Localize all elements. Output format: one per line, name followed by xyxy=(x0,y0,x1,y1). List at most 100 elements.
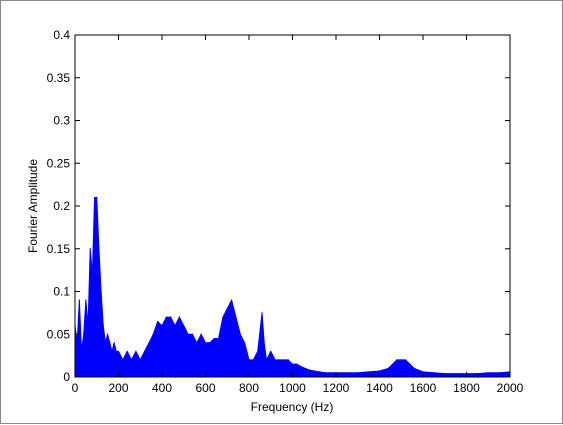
data-point xyxy=(433,372,435,374)
data-point xyxy=(252,359,254,361)
data-point xyxy=(100,290,102,293)
data-point xyxy=(91,273,93,275)
x-axis-label: Frequency (Hz) xyxy=(251,400,334,414)
data-point xyxy=(296,363,298,365)
y-tick-label: 0 xyxy=(63,370,70,384)
y-tick-label: 0.2 xyxy=(53,199,70,213)
data-point xyxy=(278,359,281,361)
data-point xyxy=(183,325,185,327)
data-point xyxy=(135,350,137,352)
data-point xyxy=(357,372,359,374)
data-point xyxy=(130,359,133,361)
data-point xyxy=(217,337,220,340)
data-point xyxy=(115,350,117,352)
x-tick-label: 2000 xyxy=(497,381,524,395)
x-tick-label: 200 xyxy=(108,381,128,395)
data-point xyxy=(235,316,237,318)
data-point xyxy=(300,366,302,368)
data-point xyxy=(200,333,202,335)
y-tick-label: 0.15 xyxy=(47,242,71,256)
plot-area xyxy=(74,34,511,378)
x-tick-label: 0 xyxy=(72,381,79,395)
y-axis-label: Fourier Amplitude xyxy=(26,159,40,253)
data-point xyxy=(178,316,180,318)
data-point xyxy=(487,372,489,374)
data-point xyxy=(80,350,83,352)
data-point xyxy=(283,359,285,361)
data-point xyxy=(222,316,224,318)
data-point xyxy=(368,371,370,373)
x-tick-label: 800 xyxy=(239,381,259,395)
data-point xyxy=(157,320,159,323)
y-tick-label: 0.05 xyxy=(47,327,71,341)
data-point xyxy=(239,333,241,335)
data-point xyxy=(396,359,398,361)
x-tick-label: 1800 xyxy=(453,381,480,395)
data-point xyxy=(96,196,98,199)
data-point xyxy=(231,299,233,301)
data-point xyxy=(274,359,276,361)
y-axis: 0 0.05 0.1 0.15 0.2 0.25 0.3 0.35 0.4 xyxy=(47,28,510,384)
data-point xyxy=(85,299,87,301)
x-tick-label: 1200 xyxy=(323,381,350,395)
data-point xyxy=(83,333,85,335)
data-point xyxy=(409,363,411,365)
data-point xyxy=(165,316,167,318)
data-point xyxy=(257,350,259,352)
data-point xyxy=(139,359,141,361)
data-point xyxy=(270,350,272,352)
data-point xyxy=(87,325,89,327)
data-point xyxy=(174,325,176,327)
data-point xyxy=(213,337,215,340)
data-point xyxy=(109,342,111,344)
data-point xyxy=(248,359,250,361)
x-tick-label: 1000 xyxy=(279,381,306,395)
y-tick-label: 0.4 xyxy=(53,28,70,42)
x-axis: 0 200 400 600 800 1000 1200 1400 1600 1800 2000 xyxy=(72,35,524,395)
data-point xyxy=(400,359,402,361)
data-point xyxy=(498,372,500,374)
data-point xyxy=(93,196,96,199)
data-point xyxy=(304,367,307,370)
data-point xyxy=(261,312,263,314)
data-point xyxy=(313,370,315,372)
spectrum-series xyxy=(74,196,511,378)
x-tick-label: 1600 xyxy=(410,381,437,395)
y-tick-label: 0.35 xyxy=(47,71,71,85)
data-point xyxy=(187,333,189,335)
data-point xyxy=(244,342,246,344)
data-point xyxy=(291,363,294,365)
data-point xyxy=(209,342,211,344)
data-point xyxy=(102,325,104,327)
data-point xyxy=(263,342,265,344)
data-point xyxy=(387,367,389,370)
data-point xyxy=(378,370,381,372)
data-point xyxy=(196,342,198,344)
data-point xyxy=(161,325,163,327)
data-point xyxy=(476,372,478,375)
x-tick-label: 1400 xyxy=(366,381,393,395)
data-point xyxy=(144,350,146,352)
data-point xyxy=(113,342,115,344)
data-point xyxy=(324,372,326,374)
y-tick-label: 0.3 xyxy=(53,114,70,128)
y-tick-label: 0.25 xyxy=(47,156,71,170)
data-point xyxy=(455,372,457,375)
data-point xyxy=(122,359,124,361)
spectrum-line xyxy=(74,196,511,378)
data-point xyxy=(107,333,109,335)
data-point xyxy=(152,333,154,335)
data-point xyxy=(117,350,120,352)
data-point xyxy=(265,359,267,361)
x-tick-label: 400 xyxy=(152,381,172,395)
data-point xyxy=(89,248,91,250)
data-point xyxy=(226,308,228,310)
data-point xyxy=(191,333,194,335)
y-tick-label: 0.1 xyxy=(53,285,70,299)
data-point xyxy=(78,299,80,301)
data-point xyxy=(148,342,150,344)
data-point xyxy=(346,372,348,374)
data-point xyxy=(391,363,394,365)
